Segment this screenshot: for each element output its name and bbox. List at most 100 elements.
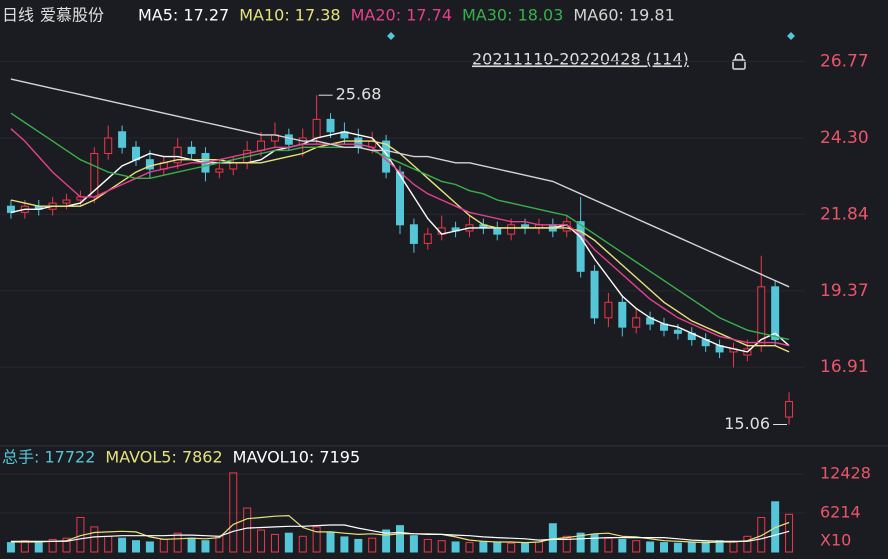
volume-bar <box>423 538 432 553</box>
y-tick-label: 19.37 <box>820 281 869 301</box>
volume-bar <box>62 537 71 553</box>
volume-bar <box>270 533 279 553</box>
candle-body <box>757 286 766 347</box>
candle-body <box>493 227 502 235</box>
volume-bar <box>409 535 418 553</box>
candle-body <box>576 221 585 272</box>
candle-body <box>187 146 196 154</box>
candle-body <box>215 168 224 173</box>
candle-body <box>771 286 780 341</box>
y-tick-label: 21.84 <box>820 204 869 224</box>
legend-entry: MAVOL10: 7195 <box>233 448 360 467</box>
candle-body <box>62 199 71 204</box>
y-tick-label: 24.30 <box>820 128 869 148</box>
volume-bar <box>90 526 99 553</box>
legend-entry: MAVOL5: 7862 <box>105 448 222 467</box>
volume-bar <box>48 538 57 553</box>
candle-body <box>354 137 363 148</box>
mavol-line <box>10 514 790 544</box>
volume-bar <box>687 542 696 553</box>
candle-body <box>312 118 321 139</box>
volume-bar <box>590 533 599 553</box>
volume-bar <box>118 537 127 553</box>
volume-bar <box>673 542 682 553</box>
volume-bar <box>701 541 710 553</box>
high-label: 25.68 <box>336 85 382 104</box>
volume-bar <box>326 531 335 553</box>
volume-bar <box>368 537 377 553</box>
y-tick-label: 26.77 <box>820 51 869 71</box>
volume-bar <box>312 526 321 553</box>
candle-body <box>423 233 432 244</box>
legend-entry: MA5: 17.27 <box>138 6 229 25</box>
candle-body <box>326 118 335 133</box>
ma-line <box>10 131 790 353</box>
volume-bar <box>173 532 182 553</box>
candle-body <box>618 301 627 328</box>
ma-line <box>10 128 790 347</box>
volume-bar <box>396 525 404 553</box>
candle-body <box>145 159 154 170</box>
legend-entry: MA10: 17.38 <box>239 6 340 25</box>
candle-body <box>118 131 127 148</box>
volume-bar <box>660 542 668 553</box>
volume-bar <box>382 529 391 553</box>
volume-bar <box>354 538 363 553</box>
volume-bar <box>521 542 530 553</box>
volume-bar <box>548 523 557 553</box>
volume-bar <box>34 541 43 553</box>
y-tick-label: 16.91 <box>820 357 869 377</box>
volume-bar <box>145 541 154 553</box>
volume-bar <box>284 532 293 553</box>
volume-bar <box>201 540 210 553</box>
volume-bar <box>6 542 15 553</box>
volume-bar <box>507 542 516 553</box>
candle-body <box>132 146 140 161</box>
legend-entry: MA20: 17.74 <box>351 6 452 25</box>
volume-legend: 总手: 17722 <box>2 448 95 467</box>
volume-bar <box>451 541 460 553</box>
lock-icon <box>732 53 746 70</box>
volume-bar <box>340 536 349 553</box>
volume-bar <box>743 535 752 553</box>
volume-bar <box>576 532 585 553</box>
volume-bar <box>187 537 196 553</box>
period: 日线 <box>2 6 34 25</box>
candle-body <box>590 270 599 319</box>
ma-line <box>10 112 790 341</box>
candle-body <box>173 146 182 164</box>
candle-body <box>104 137 113 154</box>
ma-line <box>10 78 790 288</box>
candle-body <box>257 140 266 151</box>
date-range[interactable]: 20211110-20220428 (114) <box>472 50 689 69</box>
legend-entry: MA60: 19.81 <box>573 6 674 25</box>
legend-entry: MA30: 18.03 <box>462 6 563 25</box>
marker <box>787 32 795 40</box>
candle-body <box>284 134 293 145</box>
y-tick-label: 12428 <box>820 463 871 482</box>
marker <box>387 32 395 40</box>
volume-bar <box>562 535 571 553</box>
candle-body <box>673 329 682 334</box>
candle-body <box>507 224 516 235</box>
volume-bar <box>465 542 474 553</box>
volume-bar <box>493 541 502 553</box>
volume-bar <box>646 541 655 553</box>
y-unit-label: X10 <box>820 531 851 550</box>
volume-bar <box>479 540 488 553</box>
mavol-line <box>10 524 790 542</box>
volume-bar <box>229 472 238 553</box>
candle-body <box>409 224 418 244</box>
volume-bar <box>243 507 252 553</box>
volume-bar <box>618 538 627 553</box>
y-tick-label: 6214 <box>820 502 861 521</box>
low-label: 15.06 <box>724 414 770 433</box>
candle-body <box>632 317 641 328</box>
volume-bar <box>132 540 140 553</box>
volume-bar <box>298 535 307 553</box>
volume-bar <box>785 513 794 553</box>
volume-bar <box>632 540 641 553</box>
stock-name: 爱慕股份 <box>40 6 104 25</box>
